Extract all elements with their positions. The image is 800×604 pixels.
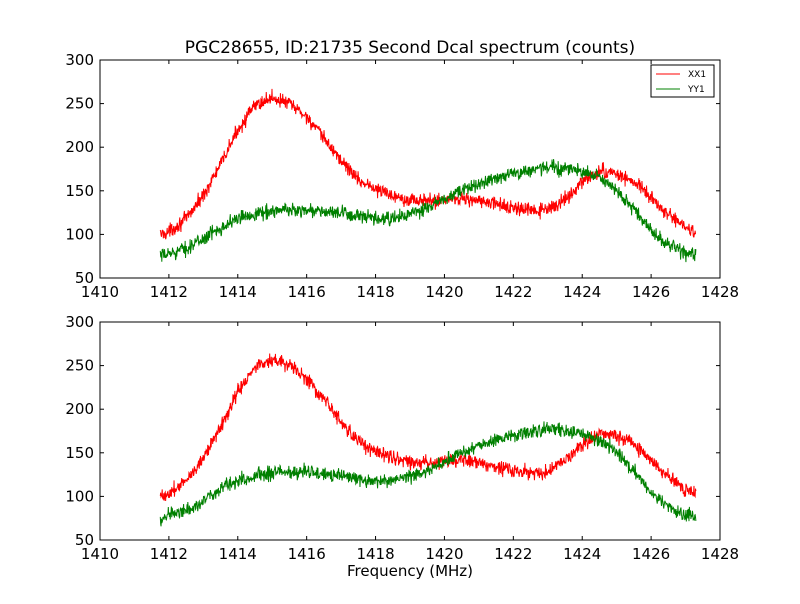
- chart-title: PGC28655, ID:21735 Second Dcal spectrum …: [185, 38, 635, 58]
- bottom-y-tick-label: 200: [65, 400, 94, 418]
- bottom-series-line-1: [159, 421, 697, 527]
- bottom-y-tick-label: 150: [65, 444, 94, 462]
- bottom-x-tick-label: 1418: [356, 545, 394, 563]
- top-y-tick-label: 200: [65, 138, 94, 156]
- bottom-x-tick-label: 1414: [219, 545, 257, 563]
- top-y-axis: 50 100 150 200 250 300: [65, 51, 720, 287]
- top-series-lines: [159, 88, 697, 263]
- top-x-tick-label: 1422: [494, 283, 532, 301]
- top-axes-frame: [99, 59, 721, 279]
- bottom-series-lines: [159, 353, 697, 527]
- bottom-x-tick-label: 1410: [81, 545, 119, 563]
- top-panel: PGC28655, ID:21735 Second Dcal spectrum …: [65, 38, 739, 301]
- bottom-x-tick-label: 1426: [632, 545, 670, 563]
- top-y-tick-label: 100: [65, 225, 94, 243]
- bottom-series-line-0: [159, 353, 697, 501]
- bottom-axes-frame: [99, 321, 721, 541]
- legend-label-xx1: XX1: [688, 70, 706, 80]
- bottom-y-tick-label: 50: [75, 531, 94, 549]
- bottom-y-axis: 50 100 150 200 250 300: [65, 313, 720, 549]
- bottom-y-tick-label: 300: [65, 313, 94, 331]
- top-x-tick-label: 1424: [563, 283, 601, 301]
- top-plot-area: [159, 88, 697, 263]
- x-axis-label: Frequency (MHz): [347, 562, 473, 580]
- bottom-x-tick-label: 1422: [494, 545, 532, 563]
- top-x-tick-label: 1410: [81, 283, 119, 301]
- top-y-tick-label: 50: [75, 269, 94, 287]
- bottom-y-tick-label: 250: [65, 357, 94, 375]
- bottom-plot-area: [159, 353, 697, 527]
- bottom-x-tick-label: 1424: [563, 545, 601, 563]
- top-y-tick-label: 150: [65, 182, 94, 200]
- top-y-tick-label: 250: [65, 95, 94, 113]
- bottom-x-tick-label: 1428: [701, 545, 739, 563]
- bottom-x-tick-label: 1420: [425, 545, 463, 563]
- bottom-x-tick-label: 1416: [288, 545, 326, 563]
- bottom-x-tick-label: 1412: [150, 545, 188, 563]
- bottom-panel: 1410 1412 1414 1416 1418 1420 1422 1424 1426 1428…: [65, 313, 739, 580]
- top-x-tick-label: 1428: [701, 283, 739, 301]
- legend-label-yy1: YY1: [687, 85, 705, 95]
- bottom-x-axis: 1410 1412 1414 1416 1418 1420 1422 1424 1426 1428: [81, 322, 739, 563]
- top-series-xx1: [159, 88, 697, 240]
- top-x-tick-label: 1418: [356, 283, 394, 301]
- top-x-tick-label: 1412: [150, 283, 188, 301]
- bottom-y-tick-label: 100: [65, 487, 94, 505]
- top-x-tick-label: 1426: [632, 283, 670, 301]
- top-x-tick-label: 1414: [219, 283, 257, 301]
- top-x-axis: 1410 1412 1414 1416 1418 1420 1422 1424 1426 1428: [81, 60, 739, 301]
- top-y-tick-label: 300: [65, 51, 94, 69]
- top-x-tick-label: 1416: [288, 283, 326, 301]
- legend-box: [650, 64, 715, 98]
- top-series-yy1: [159, 159, 697, 263]
- legend: XX1 YY1: [650, 64, 715, 98]
- top-x-tick-label: 1420: [425, 283, 463, 301]
